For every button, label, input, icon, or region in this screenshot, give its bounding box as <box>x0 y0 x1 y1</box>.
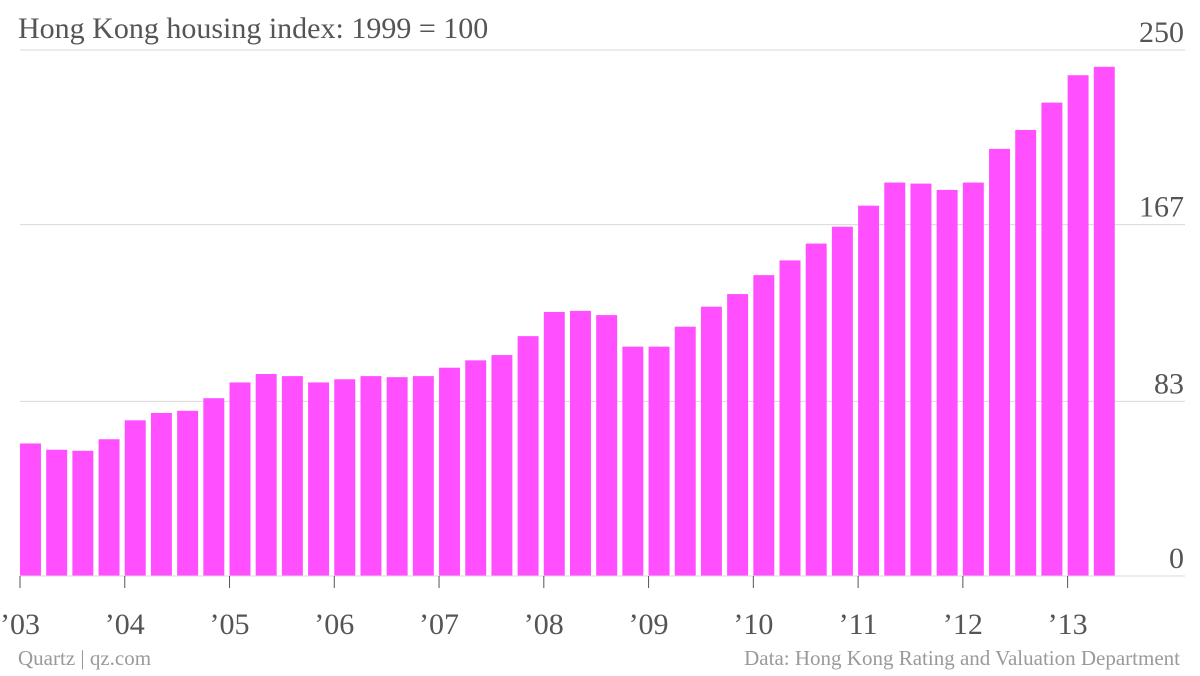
x-tick-label: ’03 <box>0 608 40 641</box>
bar <box>412 376 434 576</box>
x-tick-label: ’06 <box>314 608 354 641</box>
bar <box>439 367 460 576</box>
bar <box>884 182 906 576</box>
bar <box>72 450 94 576</box>
data-source: Data: Hong Kong Rating and Valuation Dep… <box>744 646 1180 670</box>
bar <box>465 360 487 576</box>
bar <box>1093 66 1115 576</box>
bar <box>570 310 591 576</box>
y-tick-label: 0 <box>1169 542 1184 575</box>
x-tick-label: ’12 <box>943 608 983 641</box>
y-tick-label: 167 <box>1139 191 1184 224</box>
bar <box>989 148 1010 576</box>
x-tick-label: ’10 <box>733 608 773 641</box>
x-tick-label: ’11 <box>839 608 878 641</box>
bar <box>334 379 356 576</box>
x-tick-label: ’08 <box>524 608 564 641</box>
y-tick-label: 250 <box>1139 16 1184 49</box>
bar <box>386 377 408 576</box>
bar <box>203 398 225 576</box>
source-credit: Quartz | qz.com <box>18 646 152 670</box>
bar <box>1015 129 1037 576</box>
bar <box>517 336 539 576</box>
bar <box>360 376 382 576</box>
bar <box>910 183 932 576</box>
bar <box>936 189 958 576</box>
bar <box>674 326 696 576</box>
x-tick-label: ’07 <box>419 608 459 641</box>
bar <box>779 260 801 576</box>
bar <box>700 306 722 576</box>
bar <box>831 226 853 576</box>
bar <box>308 382 330 576</box>
bar <box>1067 75 1089 577</box>
chart-title: Hong Kong housing index: 1999 = 100 <box>18 12 489 45</box>
x-tick-label: ’09 <box>629 608 669 641</box>
bar <box>543 311 565 576</box>
bar <box>491 355 513 576</box>
bar <box>150 412 172 576</box>
bar <box>962 182 984 576</box>
x-tick-label: ’05 <box>210 608 250 641</box>
bar <box>596 315 618 576</box>
bar <box>622 346 644 576</box>
bar <box>20 443 41 576</box>
bar <box>858 205 880 577</box>
bar <box>255 374 277 576</box>
x-tick-label: ’04 <box>105 608 145 641</box>
bar <box>727 294 749 576</box>
bar <box>1041 102 1063 576</box>
bar <box>46 449 68 576</box>
bar <box>753 275 775 576</box>
bar <box>805 243 827 576</box>
x-tick-label: ’13 <box>1048 608 1088 641</box>
bar <box>124 420 146 576</box>
y-tick-label: 83 <box>1154 367 1184 400</box>
bar <box>648 346 670 576</box>
bar <box>177 410 199 576</box>
bar <box>98 439 120 576</box>
bar <box>229 382 251 576</box>
bar <box>281 376 303 576</box>
